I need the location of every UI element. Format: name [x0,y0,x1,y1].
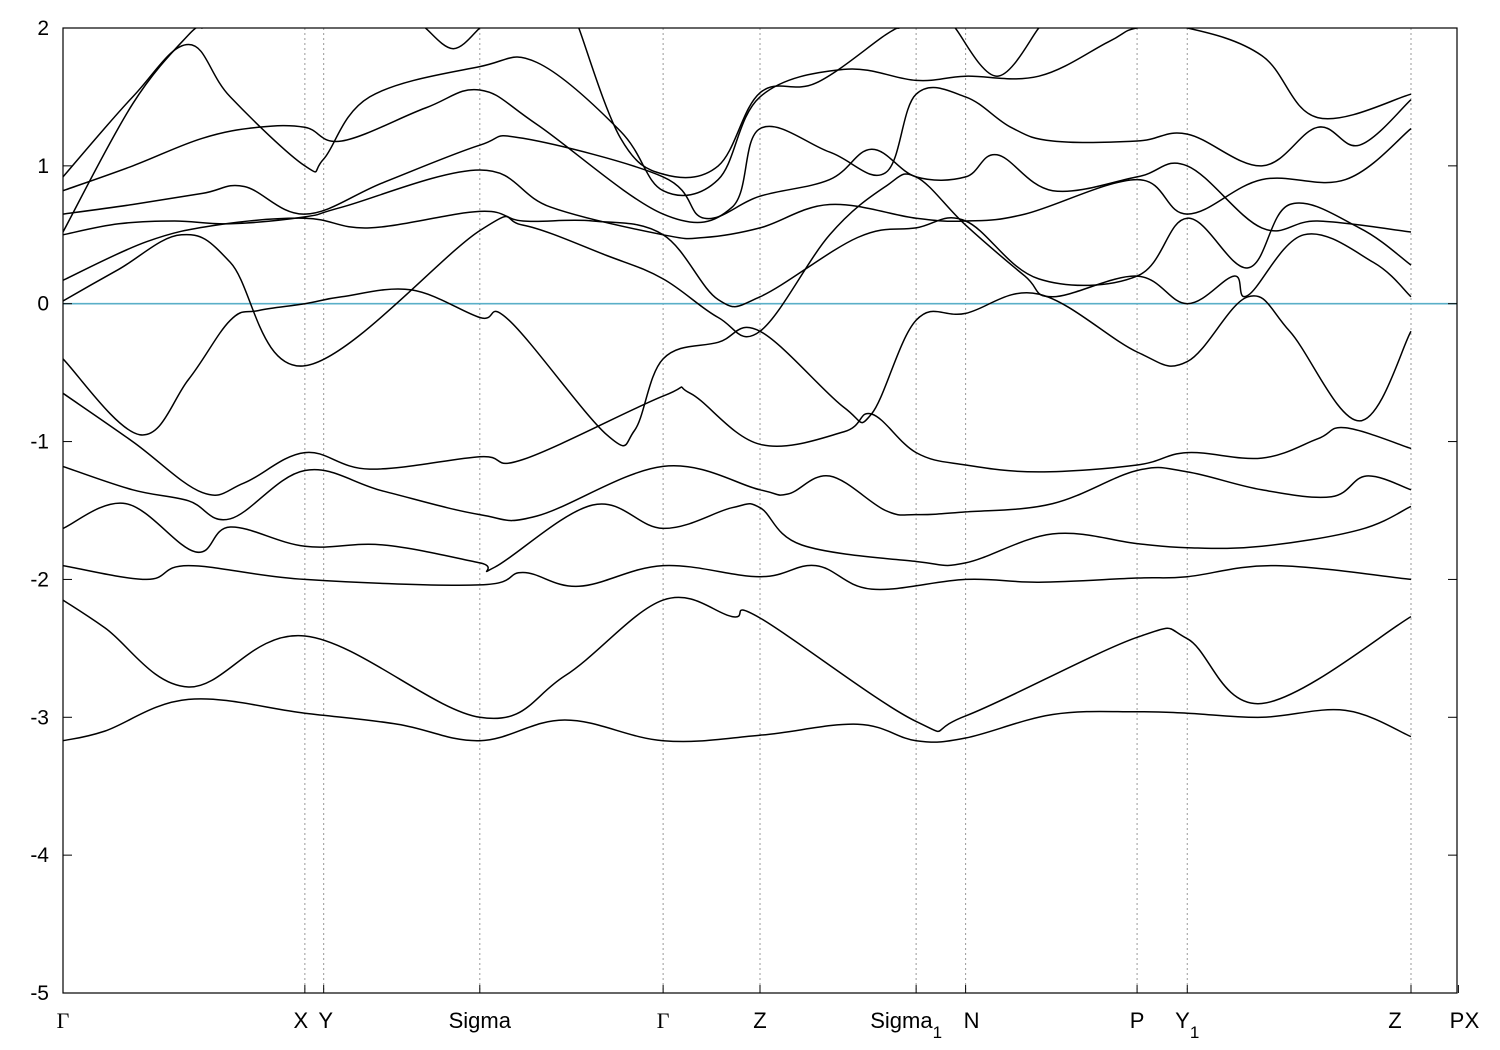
y-tick-label: -4 [30,844,49,867]
band-line-1 [63,596,1412,733]
kpoint-label: Z [1388,1008,1401,1033]
kpoint-label: P [1130,1008,1145,1033]
y-tick-label: -5 [30,982,49,1005]
band-line-6 [63,288,1412,447]
kpoint-label: P [1450,1008,1465,1033]
kpoint-label: Sigma1 [870,1008,942,1042]
kpoint-label: N [964,1008,980,1033]
y-tick-label: 1 [37,155,49,178]
kpoint-label: Sigma [449,1008,512,1033]
kpoint-gridlines [304,28,1412,993]
band-line-0 [63,698,1412,743]
y-tick-label: -3 [30,706,49,729]
kpoint-label: X [294,1008,309,1033]
band-line-3 [63,502,1412,573]
kpoint-label: Γ [57,1008,70,1033]
y-tick-label: 0 [37,293,49,316]
y-axis-ticks: -5 -4 -3 -2 -1 0 1 2 [30,17,1457,1005]
band-line-4 [63,465,1412,522]
band-line-9 [63,128,1412,240]
kpoint-label: X [1465,1008,1480,1033]
kpoint-label: Z [753,1008,766,1033]
y-tick-label: 2 [37,17,49,40]
band-line-12 [63,28,1412,197]
kpoint-label: Y [318,1008,333,1033]
band-line-10 [63,135,1412,233]
band-line-14 [424,28,481,50]
band-line-13 [63,28,203,233]
x-axis-kpoint-labels: Γ X Y Sigma Γ Z Sigma1 N P Y1 Z XP [57,985,1480,1042]
band-line-11 [63,86,1412,224]
band-line-16 [954,28,1040,77]
bands [63,28,1412,743]
y-tick-label: -2 [30,568,49,591]
band-line-2 [63,564,1412,591]
band-line-15 [578,28,900,179]
y-tick-label: -1 [30,431,49,454]
band-line-8 [63,202,1412,308]
band-line-7 [63,173,1412,367]
band-line-5 [63,386,1412,496]
kpoint-label: Y1 [1175,1008,1199,1042]
kpoint-label: Γ [657,1008,670,1033]
